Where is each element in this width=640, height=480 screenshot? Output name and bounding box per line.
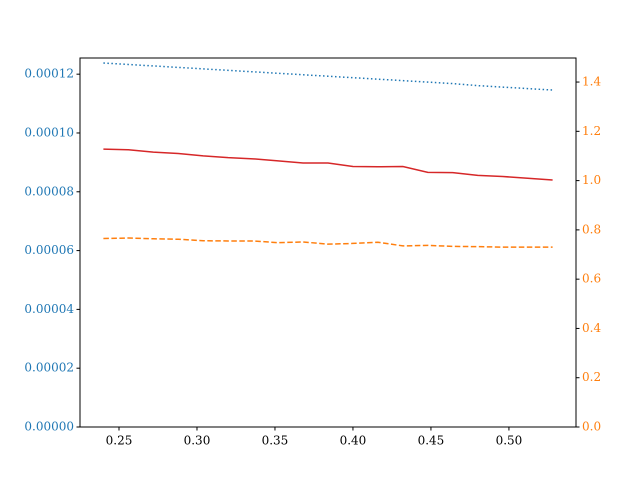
x-tick-label: 0.50 bbox=[496, 434, 523, 448]
y-tick-label: 0.00004 bbox=[24, 302, 74, 316]
plot-frame bbox=[79, 57, 577, 428]
x-tick-label: 0.35 bbox=[262, 434, 289, 448]
y2-tick-label: 0.8 bbox=[582, 222, 601, 236]
series-line bbox=[103, 62, 553, 91]
y-tick-label: 0.00002 bbox=[24, 361, 74, 375]
x-tick-label: 0.30 bbox=[184, 434, 211, 448]
y-tick-label: 0.00008 bbox=[24, 184, 74, 198]
series-line bbox=[103, 148, 553, 181]
y2-tick-label: 0.0 bbox=[582, 420, 601, 434]
y-tick-label: 0.00012 bbox=[24, 67, 74, 81]
y-tick-label: 0.00010 bbox=[24, 125, 74, 139]
y2-tick-label: 1.0 bbox=[582, 173, 601, 187]
x-tick-label: 0.45 bbox=[418, 434, 445, 448]
y2-tick-label: 0.6 bbox=[582, 272, 601, 286]
series-line bbox=[103, 237, 553, 248]
y2-tick-label: 0.4 bbox=[582, 321, 601, 335]
y2-tick-label: 1.4 bbox=[582, 75, 601, 89]
y-tick-label: 0.00006 bbox=[24, 243, 74, 257]
y2-tick-label: 0.2 bbox=[582, 370, 601, 384]
y2-tick-label: 1.2 bbox=[582, 124, 601, 138]
x-tick-label: 0.25 bbox=[106, 434, 133, 448]
y-tick-label: 0.00000 bbox=[24, 420, 74, 434]
x-tick-label: 0.40 bbox=[340, 434, 367, 448]
